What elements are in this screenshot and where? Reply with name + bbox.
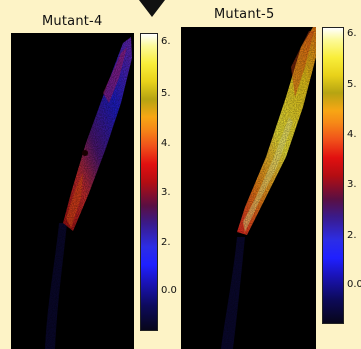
panel-title-mutant-4: Mutant-4 [42, 14, 103, 29]
colorbar-tick: 5. [347, 79, 357, 90]
mutant-5-colorbar [322, 27, 344, 324]
colorbar-tick: 6. [161, 36, 171, 47]
colorbar-tick: 0.0 [347, 279, 361, 290]
triangle-down-icon [139, 0, 165, 17]
mutant-4-colorbar [140, 33, 158, 331]
colorbar-tick: 6. [347, 28, 357, 39]
colorbar-tick: 4. [347, 129, 357, 140]
mutant-5-image [181, 27, 316, 349]
colorbar-tick: 2. [347, 230, 357, 241]
panel-title-mutant-5: Mutant-5 [214, 7, 275, 22]
colorbar-tick: 4. [161, 138, 171, 149]
colorbar-tick: 2. [161, 237, 171, 248]
colorbar-tick: 3. [347, 179, 357, 190]
mutant-4-image [11, 33, 134, 349]
colorbar-tick: 0.0 [161, 285, 177, 296]
colorbar-tick: 3. [161, 187, 171, 198]
colorbar-tick: 5. [161, 88, 171, 99]
